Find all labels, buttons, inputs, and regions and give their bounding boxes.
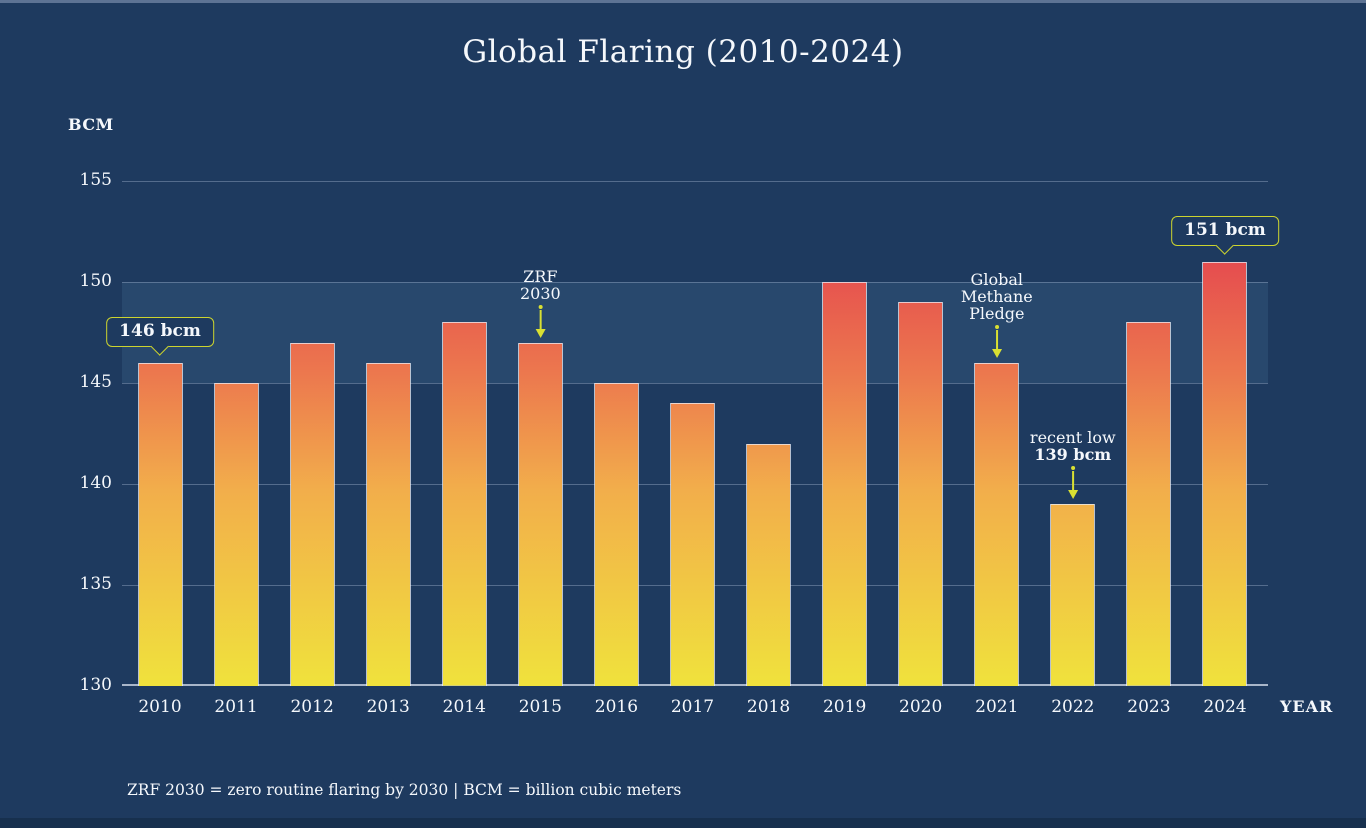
x-tick-2022: 2022 [1051,697,1095,717]
bottom-border-strip [0,818,1366,828]
bar-2024 [1202,261,1248,686]
arrow-shaft [1071,471,1074,491]
annotation-text: recent low [1029,428,1116,448]
gridline-150 [122,282,1268,283]
y-tick-140: 140 [79,473,112,493]
plot-area [122,181,1268,686]
arrow-head [991,348,1002,358]
annotation-text: Methane [960,286,1033,306]
y-tick-145: 145 [79,372,112,392]
y-axis-title: BCM [68,115,114,134]
bar-2017 [669,403,715,686]
bar-2011 [213,383,259,686]
callout-2010: 146 bcm [106,316,214,356]
bar-2023 [1126,322,1172,686]
footnote: ZRF 2030 = zero routine flaring by 2030 … [127,781,682,799]
bar-2022 [1050,504,1096,686]
x-tick-2013: 2013 [366,697,410,717]
arrow-shaft [539,309,542,329]
bar-2020 [898,302,944,686]
x-tick-2016: 2016 [594,697,639,717]
gridline-145 [122,383,1268,384]
x-tick-2012: 2012 [290,697,334,717]
arrow-shaft [995,329,998,349]
x-tick-2023: 2023 [1127,697,1171,717]
bar-2018 [746,443,792,686]
callout-2024: 151 bcm [1171,215,1279,255]
callout-label: 151 bcm [1171,215,1279,246]
annotation-2015: ZRF 2030 [520,268,561,338]
y-tick-150: 150 [79,271,112,291]
arrow-down-icon [991,324,1002,358]
x-tick-2019: 2019 [822,697,867,717]
x-tick-2018: 2018 [746,697,791,717]
annotation-2021: Global Methane Pledge [961,271,1033,358]
x-tick-2024: 2024 [1203,697,1247,717]
x-tick-2015: 2015 [518,697,562,717]
arrow-down-icon [535,304,546,338]
bar-2012 [289,342,335,686]
bar-2013 [365,362,411,686]
y-tick-135: 135 [79,574,112,594]
arrow-head [1067,490,1078,500]
arrow-dot [538,304,543,309]
x-tick-2011: 2011 [214,697,258,717]
x-axis-title: YEAR [1280,697,1334,716]
annotation-text: 2030 [519,283,561,303]
annotation-text: Pledge [969,303,1025,323]
x-tick-2014: 2014 [442,697,486,717]
top-border-strip [0,0,1366,3]
x-tick-2021: 2021 [975,697,1019,717]
annotation-2022: recent low 139 bcm [1029,428,1116,500]
bar-2010 [137,362,183,686]
annotation-text: ZRF [523,266,558,286]
gridline-155 [122,181,1268,182]
y-tick-155: 155 [79,170,112,190]
x-tick-2017: 2017 [670,697,715,717]
x-tick-2010: 2010 [138,697,182,717]
annotation-text: 139 bcm [1034,445,1112,465]
bar-2015 [517,342,563,686]
arrow-down-icon [1067,466,1078,500]
bar-2021 [974,362,1020,686]
arrow-head [535,328,546,338]
x-tick-2020: 2020 [899,697,943,717]
annotation-text: Global [970,269,1023,289]
y-tick-130: 130 [79,675,112,695]
bar-2014 [441,322,487,686]
arrow-dot [1070,466,1075,471]
bar-2019 [822,282,868,686]
chart-title: Global Flaring (2010-2024) [462,34,904,70]
bar-2016 [593,383,639,686]
arrow-dot [994,324,999,329]
